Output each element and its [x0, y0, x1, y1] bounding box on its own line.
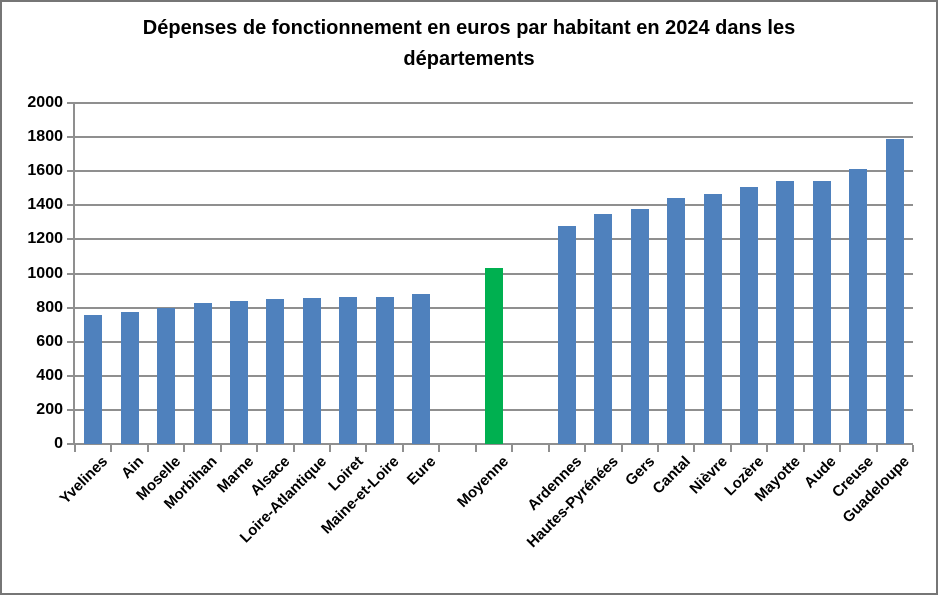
- x-axis-tick-13: [547, 445, 550, 452]
- x-axis-tick-23: [912, 445, 914, 452]
- x-axis-tick-2: [146, 445, 149, 452]
- bar-Eure: [412, 293, 431, 444]
- y-axis-tick-label-800: 800: [36, 298, 63, 316]
- x-axis-label-Moyenne: Moyenne: [454, 453, 513, 511]
- bar-Loiret: [339, 297, 358, 444]
- x-axis-tick-7: [329, 445, 332, 452]
- bar-Hautes-Pyrénées: [594, 213, 613, 444]
- bar-Morbihan: [193, 303, 212, 444]
- x-axis-label-Ain: Ain: [118, 453, 148, 483]
- x-axis-tick-17: [693, 445, 696, 452]
- x-axis-tick-6: [292, 445, 295, 452]
- x-axis-label-Eure: Eure: [403, 453, 440, 489]
- y-axis-tick-200: [67, 408, 74, 411]
- gridline-1200: [75, 238, 913, 241]
- gridline-2000: [75, 102, 913, 104]
- y-axis-tick-1200: [67, 238, 74, 241]
- gridline-1400: [75, 204, 913, 207]
- bar-Mayotte: [776, 181, 795, 444]
- x-axis-tick-20: [802, 445, 805, 452]
- bar-Marne: [229, 300, 248, 444]
- y-axis-tick-label-1800: 1800: [27, 128, 63, 146]
- bar-Lozère: [740, 187, 759, 444]
- chart-title: Dépenses de fonctionnement en euros par …: [0, 13, 938, 75]
- bar-Guadeloupe: [885, 138, 904, 444]
- x-axis-tick-11: [474, 445, 477, 452]
- chart-title-line-2: départements: [403, 48, 535, 70]
- x-axis-line: [73, 443, 913, 445]
- y-axis-tick-0: [67, 443, 74, 445]
- x-axis-tick-10: [438, 445, 441, 452]
- y-axis-tick-label-1600: 1600: [27, 162, 63, 180]
- bar-Maine-et-Loire: [375, 296, 394, 444]
- y-axis-tick-400: [67, 374, 74, 377]
- bar-Aude: [812, 180, 831, 444]
- x-axis-label-Cantal: Cantal: [649, 453, 695, 498]
- chart-title-line-1: Dépenses de fonctionnement en euros par …: [142, 17, 796, 39]
- y-axis-tick-1600: [67, 170, 74, 173]
- x-axis-tick-16: [656, 445, 659, 452]
- x-axis-tick-1: [110, 445, 113, 452]
- x-axis-tick-3: [183, 445, 186, 452]
- y-axis-tick-1000: [67, 272, 74, 275]
- y-axis-tick-600: [67, 340, 74, 343]
- bar-Moselle: [157, 308, 176, 444]
- bar-Cantal: [667, 197, 686, 444]
- y-axis-line: [73, 102, 75, 445]
- x-axis-tick-15: [620, 445, 623, 452]
- y-axis-tick-label-0: 0: [54, 435, 63, 452]
- y-axis-tick-label-600: 600: [36, 332, 63, 350]
- x-axis-tick-4: [219, 445, 222, 452]
- y-axis-tick-label-400: 400: [36, 366, 63, 384]
- y-axis-tick-label-1400: 1400: [27, 196, 63, 214]
- x-axis-tick-9: [401, 445, 404, 452]
- x-axis-tick-8: [365, 445, 368, 452]
- x-axis-tick-19: [766, 445, 769, 452]
- bar-Ardennes: [557, 225, 576, 444]
- y-axis-tick-label-2000: 2000: [27, 94, 63, 111]
- y-axis-tick-800: [67, 306, 74, 309]
- y-axis-tick-label-1200: 1200: [27, 230, 63, 248]
- x-axis-tick-21: [839, 445, 842, 452]
- bar-Alsace: [266, 299, 285, 444]
- x-axis-tick-14: [584, 445, 587, 452]
- bar-Gers: [630, 208, 649, 444]
- bar-Nièvre: [703, 194, 722, 444]
- x-axis-tick-18: [729, 445, 732, 452]
- y-axis-tick-2000: [67, 102, 74, 104]
- y-axis-tick-1400: [67, 204, 74, 207]
- x-axis-label-Yvelines: Yvelines: [56, 453, 112, 508]
- x-axis-tick-5: [256, 445, 259, 452]
- y-axis-tick-label-1000: 1000: [27, 264, 63, 282]
- gridline-1800: [75, 136, 913, 139]
- x-axis-tick-22: [875, 445, 878, 452]
- bar-Ain: [120, 311, 139, 444]
- bar-Moyenne: [485, 267, 503, 444]
- x-axis-tick-12: [511, 445, 514, 452]
- y-axis-tick-1800: [67, 136, 74, 139]
- bar-Creuse: [849, 169, 868, 444]
- x-axis-tick-0: [74, 445, 76, 452]
- y-axis-tick-label-200: 200: [36, 400, 63, 418]
- gridline-1600: [75, 170, 913, 173]
- bar-Loire-Atlantique: [302, 298, 321, 444]
- bar-Yvelines: [84, 315, 103, 444]
